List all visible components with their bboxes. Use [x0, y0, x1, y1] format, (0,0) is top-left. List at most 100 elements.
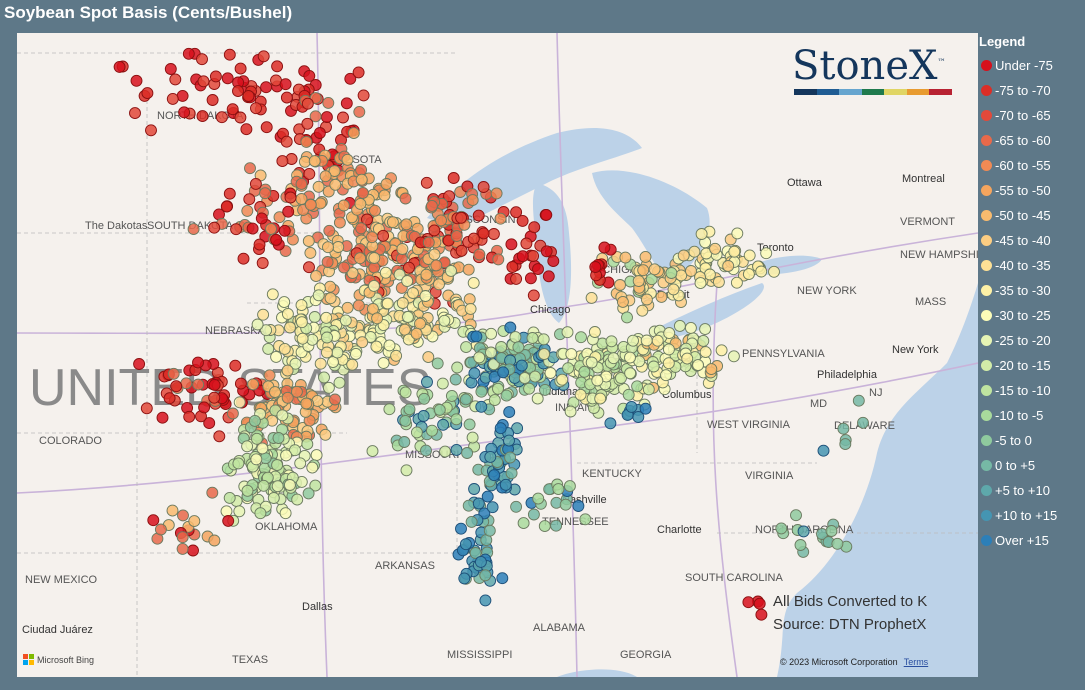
bid-point[interactable] — [234, 62, 247, 75]
bid-point[interactable] — [177, 509, 189, 522]
bid-point[interactable] — [130, 74, 143, 87]
bid-point[interactable] — [524, 272, 537, 285]
bid-point[interactable] — [742, 596, 755, 609]
bid-point[interactable] — [627, 334, 639, 347]
bid-point[interactable] — [692, 359, 705, 372]
bid-point[interactable] — [531, 392, 544, 405]
bid-point[interactable] — [487, 358, 500, 371]
bid-point[interactable] — [366, 445, 379, 458]
bid-point[interactable] — [278, 342, 291, 355]
bid-point[interactable] — [705, 363, 718, 376]
bid-point[interactable] — [176, 89, 189, 102]
bid-point[interactable] — [237, 252, 250, 265]
bid-point[interactable] — [490, 187, 503, 200]
bid-point[interactable] — [380, 178, 393, 190]
bid-point[interactable] — [640, 334, 653, 347]
bid-point[interactable] — [192, 378, 205, 391]
bid-point[interactable] — [401, 275, 414, 288]
bid-point[interactable] — [278, 296, 291, 309]
bid-point[interactable] — [455, 211, 468, 224]
bid-point[interactable] — [684, 321, 697, 334]
bid-point[interactable] — [475, 385, 488, 398]
bid-point[interactable] — [310, 270, 323, 283]
bid-point[interactable] — [312, 289, 325, 302]
bid-point[interactable] — [473, 248, 486, 261]
bid-point[interactable] — [398, 436, 411, 448]
bid-point[interactable] — [492, 382, 504, 395]
bid-point[interactable] — [357, 89, 370, 102]
legend-item[interactable]: -25 to -20 — [979, 328, 1085, 353]
bid-point[interactable] — [309, 479, 322, 492]
bid-point[interactable] — [320, 311, 333, 324]
bid-point[interactable] — [488, 469, 501, 482]
bid-point[interactable] — [322, 381, 335, 394]
bid-point[interactable] — [289, 444, 301, 457]
legend-item[interactable]: -5 to 0 — [979, 428, 1085, 453]
bid-point[interactable] — [306, 461, 319, 474]
bid-point[interactable] — [381, 297, 394, 310]
bid-point[interactable] — [113, 60, 126, 73]
bid-point[interactable] — [512, 341, 525, 354]
bid-point[interactable] — [260, 81, 273, 94]
bid-point[interactable] — [234, 377, 247, 390]
bid-point[interactable] — [241, 484, 254, 497]
bid-point[interactable] — [396, 243, 409, 255]
bid-point[interactable] — [263, 369, 276, 382]
bid-point[interactable] — [794, 539, 807, 551]
bid-point[interactable] — [270, 350, 283, 363]
bid-point[interactable] — [303, 69, 316, 82]
legend-item[interactable]: -15 to -10 — [979, 378, 1085, 403]
bid-point[interactable] — [755, 265, 768, 278]
bid-point[interactable] — [208, 221, 221, 234]
bid-point[interactable] — [170, 380, 183, 393]
bid-point[interactable] — [461, 447, 474, 459]
bid-point[interactable] — [572, 500, 585, 512]
bid-point[interactable] — [364, 331, 377, 343]
bid-point[interactable] — [341, 153, 354, 166]
bid-point[interactable] — [681, 352, 694, 365]
legend-item[interactable]: +10 to +15 — [979, 503, 1085, 528]
bid-point[interactable] — [341, 301, 354, 314]
bid-point[interactable] — [475, 400, 488, 413]
bid-point[interactable] — [437, 418, 450, 431]
legend-item[interactable]: +5 to +10 — [979, 478, 1085, 503]
bid-point[interactable] — [226, 407, 239, 420]
bid-point[interactable] — [253, 238, 266, 251]
bid-point[interactable] — [414, 317, 426, 330]
bid-point[interactable] — [575, 331, 587, 344]
bid-point[interactable] — [420, 268, 433, 281]
bid-point[interactable] — [281, 307, 294, 320]
bid-point[interactable] — [259, 187, 272, 200]
bid-point[interactable] — [663, 327, 676, 340]
bid-point[interactable] — [420, 444, 432, 457]
bid-point[interactable] — [472, 209, 485, 222]
legend-item[interactable]: -10 to -5 — [979, 403, 1085, 428]
bid-point[interactable] — [428, 248, 441, 261]
bid-point[interactable] — [651, 334, 664, 347]
bid-point[interactable] — [479, 569, 492, 582]
bid-point[interactable] — [477, 227, 490, 240]
bid-point[interactable] — [621, 311, 633, 324]
bid-point[interactable] — [308, 155, 321, 168]
bid-point[interactable] — [203, 417, 216, 430]
bid-point[interactable] — [552, 483, 565, 496]
bid-point[interactable] — [291, 493, 304, 506]
bid-point[interactable] — [320, 346, 333, 359]
bid-point[interactable] — [303, 261, 315, 274]
bid-point[interactable] — [539, 383, 551, 396]
legend-item[interactable]: -45 to -40 — [979, 228, 1085, 253]
bid-point[interactable] — [468, 367, 481, 380]
bid-point[interactable] — [331, 346, 344, 359]
bid-point[interactable] — [642, 383, 655, 396]
bid-point[interactable] — [284, 321, 296, 334]
bid-point[interactable] — [563, 480, 576, 493]
bid-point[interactable] — [825, 525, 838, 537]
bid-point[interactable] — [755, 608, 768, 621]
bid-point[interactable] — [494, 212, 507, 225]
bid-point[interactable] — [817, 444, 830, 457]
bid-point[interactable] — [256, 442, 269, 455]
bid-point[interactable] — [505, 238, 518, 251]
bid-point[interactable] — [289, 357, 302, 370]
bid-point[interactable] — [730, 276, 743, 289]
bid-point[interactable] — [223, 48, 236, 61]
